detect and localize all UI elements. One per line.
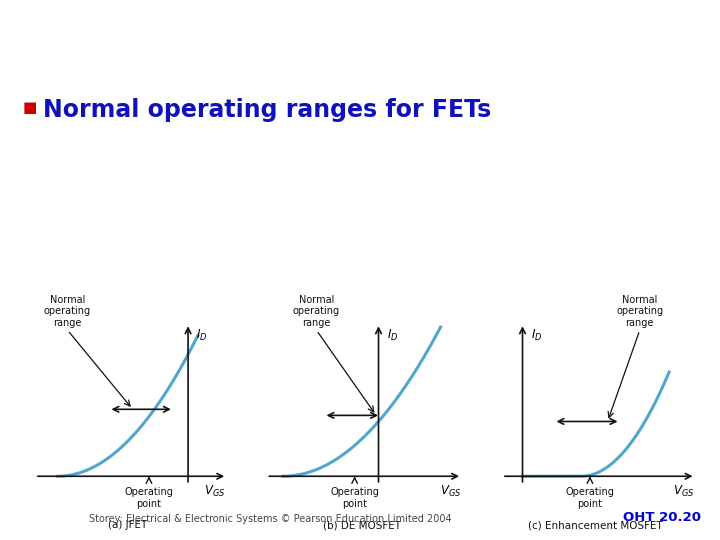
Text: (a) JFET: (a) JFET bbox=[108, 520, 148, 530]
Text: OHT 20.20: OHT 20.20 bbox=[624, 511, 701, 524]
Text: $I_D$: $I_D$ bbox=[531, 328, 542, 343]
Text: ■: ■ bbox=[23, 100, 37, 115]
Text: (b) DE MOSFET: (b) DE MOSFET bbox=[323, 520, 401, 530]
Text: Storey: Electrical & Electronic Systems © Pearson Education Limited 2004: Storey: Electrical & Electronic Systems … bbox=[89, 514, 451, 524]
Text: Operating
point: Operating point bbox=[330, 487, 379, 509]
Text: Normal
operating
range: Normal operating range bbox=[293, 294, 340, 328]
Text: $I_D$: $I_D$ bbox=[387, 328, 398, 343]
Text: Normal
operating
range: Normal operating range bbox=[44, 294, 91, 328]
Text: Normal
operating
range: Normal operating range bbox=[616, 294, 663, 328]
Text: $V_{GS}$: $V_{GS}$ bbox=[204, 484, 226, 500]
Text: Operating
point: Operating point bbox=[565, 487, 614, 509]
Text: $V_{GS}$: $V_{GS}$ bbox=[440, 484, 461, 500]
Text: Normal operating ranges for FETs: Normal operating ranges for FETs bbox=[43, 98, 492, 122]
Text: $V_{GS}$: $V_{GS}$ bbox=[673, 484, 694, 500]
Text: $I_D$: $I_D$ bbox=[197, 328, 207, 343]
Text: Operating
point: Operating point bbox=[125, 487, 174, 509]
Text: (c) Enhancement MOSFET: (c) Enhancement MOSFET bbox=[528, 520, 663, 530]
